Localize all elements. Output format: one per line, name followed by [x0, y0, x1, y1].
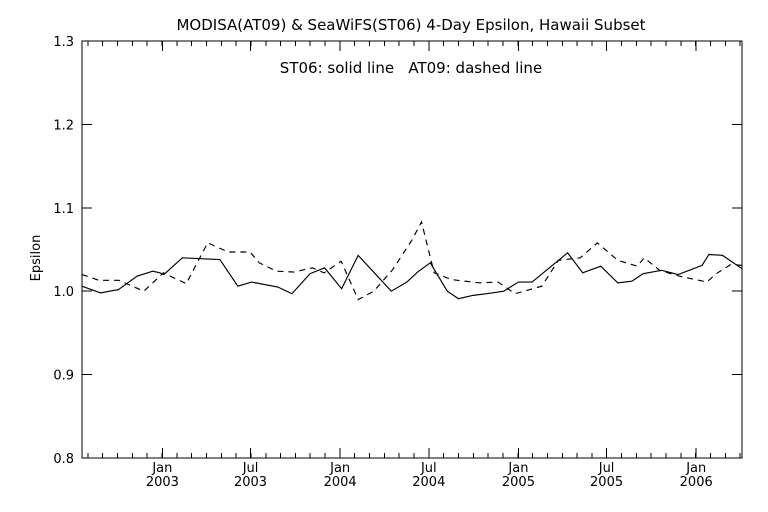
x-tick-month-label: Jan — [151, 461, 172, 476]
x-tick-year-label: 2006 — [680, 475, 713, 490]
x-tick-month-label: Jul — [420, 461, 437, 476]
x-tick-month-label: Jan — [685, 461, 706, 476]
chart-title: MODISA(AT09) & SeaWiFS(ST06) 4-Day Epsil… — [176, 16, 645, 34]
series-style-annotation: ST06: solid line AT09: dashed line — [280, 59, 542, 77]
y-tick-label: 0.9 — [53, 369, 74, 384]
x-tick-month-label: Jul — [242, 461, 259, 476]
series-layer — [81, 220, 743, 301]
x-tick-month-label: Jan — [507, 461, 528, 476]
x-tick-month-label: Jul — [598, 461, 615, 476]
plot-frame — [81, 40, 743, 459]
y-axis: 0.8 0.9 1.0 1.1 1.2 1.3 — [53, 35, 742, 467]
y-axis-label: Epsilon — [29, 235, 44, 282]
y-tick-label: 1.3 — [53, 35, 74, 50]
x-tick-year-label: 2003 — [146, 475, 179, 490]
x-tick-year-label: 2004 — [412, 475, 445, 490]
y-tick-label: 1.0 — [53, 285, 74, 300]
x-tick-year-label: 2003 — [234, 475, 267, 490]
x-axis: Jan2003Jul2003Jan2004Jul2004Jan2005Jul20… — [87, 41, 741, 490]
solid-series-line — [81, 252, 743, 300]
x-tick-month-label: Jan — [329, 461, 350, 476]
y-tick-label: 1.1 — [53, 202, 74, 217]
y-tick-label: 1.2 — [53, 118, 74, 133]
x-tick-year-label: 2005 — [590, 475, 623, 490]
y-tick-label: 0.8 — [53, 452, 74, 467]
x-tick-year-label: 2005 — [502, 475, 535, 490]
dashed-series-line — [81, 220, 743, 301]
x-tick-year-label: 2004 — [324, 475, 357, 490]
